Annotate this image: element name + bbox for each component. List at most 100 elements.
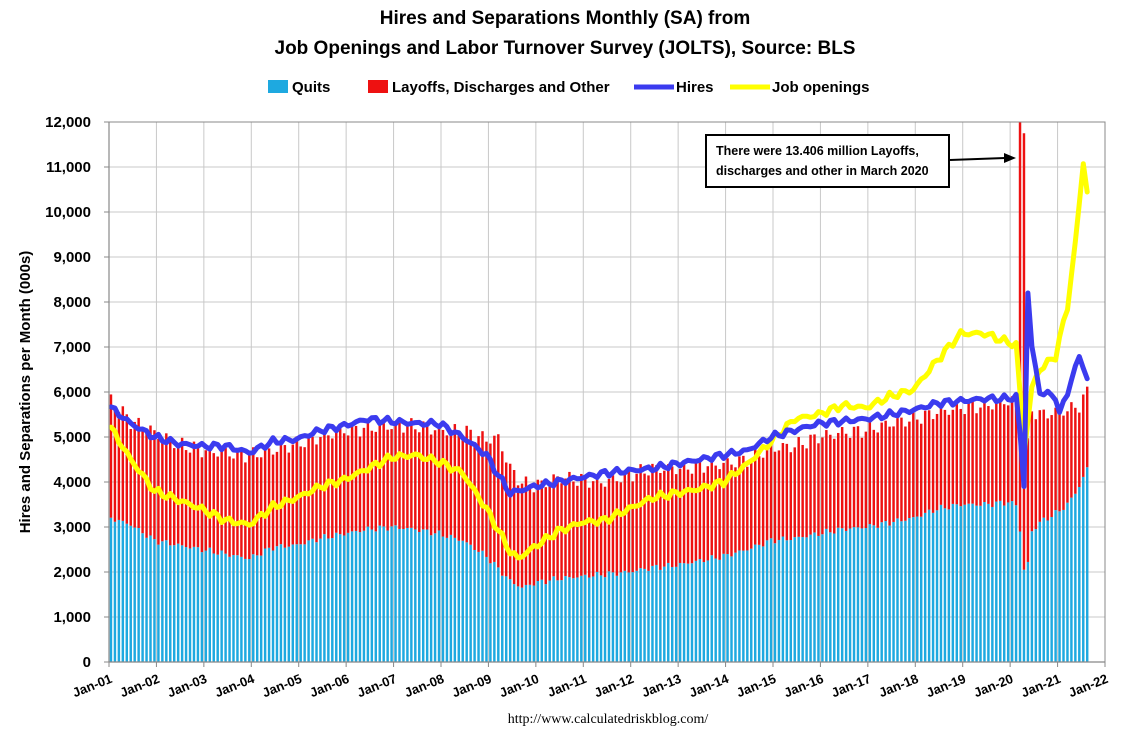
bar-quits xyxy=(307,540,310,662)
bar-layoffs xyxy=(382,423,385,527)
bar-quits xyxy=(864,528,868,662)
bar-layoffs xyxy=(947,414,951,510)
bar-layoffs xyxy=(651,463,654,566)
bar-quits xyxy=(706,560,710,662)
bar-layoffs xyxy=(1046,418,1049,521)
bar-layoffs xyxy=(153,430,156,540)
bar-layoffs xyxy=(829,434,832,533)
bar-layoffs xyxy=(769,444,773,539)
bar-quits xyxy=(769,538,773,662)
x-tick-label: Jan-07 xyxy=(355,671,399,700)
bar-layoffs xyxy=(1042,409,1045,518)
bar-quits xyxy=(481,550,484,662)
bar-layoffs xyxy=(374,431,378,532)
bar-quits xyxy=(501,575,504,662)
bar-layoffs xyxy=(848,437,852,529)
bar-layoffs xyxy=(421,421,425,530)
bar-quits xyxy=(267,547,271,662)
bar-layoffs xyxy=(726,458,729,555)
legend-label-hires: Hires xyxy=(676,79,714,96)
bar-layoffs xyxy=(750,458,753,549)
bar-layoffs xyxy=(528,488,532,585)
bar-quits xyxy=(299,544,302,662)
bar-quits xyxy=(722,553,725,662)
bar-quits xyxy=(773,543,777,662)
bar-quits xyxy=(580,575,583,662)
bar-quits xyxy=(252,554,255,662)
bar-quits xyxy=(939,504,943,662)
bar-layoffs xyxy=(453,424,457,538)
bar-layoffs xyxy=(706,466,710,561)
bar-layoffs xyxy=(236,447,239,556)
bar-quits xyxy=(157,544,160,662)
bar-quits xyxy=(1066,502,1069,662)
bar-quits xyxy=(275,546,279,662)
bar-layoffs xyxy=(975,413,978,506)
bar-layoffs xyxy=(576,485,579,578)
bar-quits xyxy=(465,542,468,662)
bar-layoffs xyxy=(753,448,757,545)
bar-layoffs xyxy=(113,406,117,522)
bar-layoffs xyxy=(473,442,476,550)
bar-quits xyxy=(323,534,326,662)
bar-layoffs xyxy=(690,473,694,564)
bar-layoffs xyxy=(398,423,401,529)
x-tick-label: Jan-19 xyxy=(924,671,968,700)
bar-quits xyxy=(840,528,844,662)
bar-quits xyxy=(564,576,567,662)
x-tick-label: Jan-02 xyxy=(118,671,162,700)
bar-quits xyxy=(935,510,939,662)
bar-layoffs xyxy=(880,422,883,523)
bar-quits xyxy=(236,555,239,662)
bar-quits xyxy=(682,563,686,662)
bar-quits xyxy=(979,505,982,662)
bar-layoffs xyxy=(331,438,334,539)
bar-quits xyxy=(402,529,405,662)
bar-quits xyxy=(919,516,923,662)
bar-layoffs xyxy=(864,431,868,529)
bar-quits xyxy=(607,571,611,662)
bar-layoffs xyxy=(252,447,255,555)
bar-quits xyxy=(753,544,757,662)
bar-layoffs xyxy=(437,425,441,531)
bar-quits xyxy=(129,525,132,662)
bar-quits xyxy=(844,530,848,662)
y-tick-label: 3,000 xyxy=(53,519,91,536)
bar-quits xyxy=(224,553,227,662)
bar-layoffs xyxy=(844,433,848,531)
bar-quits xyxy=(331,538,334,662)
bar-layoffs xyxy=(1058,409,1061,512)
bar-quits xyxy=(983,502,986,662)
bar-quits xyxy=(738,550,741,662)
bar-layoffs xyxy=(773,451,777,544)
legend-label-job-openings: Job openings xyxy=(772,79,870,96)
bar-layoffs xyxy=(259,457,263,556)
bar-layoffs xyxy=(1082,394,1085,477)
bar-quits xyxy=(852,527,856,662)
bar-layoffs xyxy=(176,443,180,544)
x-tick-label: Jan-15 xyxy=(734,671,778,700)
bar-layoffs xyxy=(433,430,437,534)
bar-layoffs xyxy=(781,442,785,537)
bar-quits xyxy=(1022,569,1026,662)
bar-layoffs xyxy=(603,486,607,578)
bar-layoffs xyxy=(267,448,271,548)
bar-quits xyxy=(987,503,990,662)
bar-quits xyxy=(860,528,864,662)
bar-layoffs xyxy=(291,444,295,545)
bar-layoffs xyxy=(342,433,346,536)
bar-quits xyxy=(255,555,259,662)
bar-quits xyxy=(109,517,113,662)
bar-quits xyxy=(757,544,761,662)
bar-quits xyxy=(192,546,196,662)
bar-quits xyxy=(777,539,781,662)
bar-layoffs xyxy=(117,412,121,520)
bar-quits xyxy=(220,550,223,662)
bar-layoffs xyxy=(714,465,717,559)
legend-label-layoffs: Layoffs, Discharges and Other xyxy=(392,79,610,96)
bar-quits xyxy=(710,555,713,662)
bar-layoffs xyxy=(951,409,955,504)
bar-layoffs xyxy=(429,434,433,536)
bar-quits xyxy=(232,555,235,662)
bar-quits xyxy=(793,537,796,662)
